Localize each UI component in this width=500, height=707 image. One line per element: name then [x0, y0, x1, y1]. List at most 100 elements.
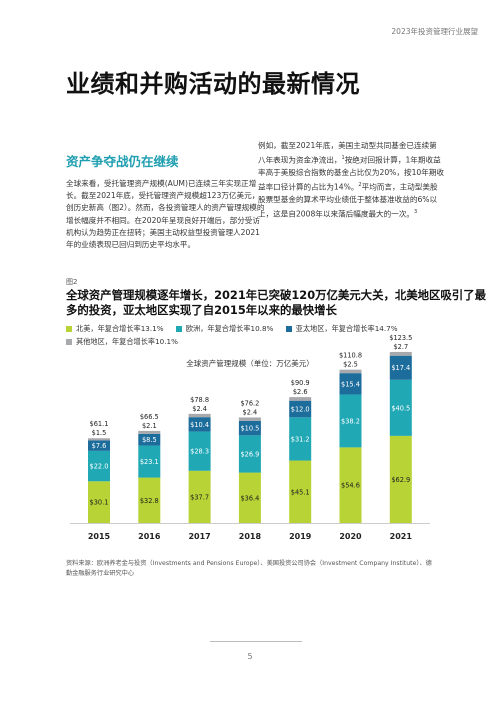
legend-label: 欧洲，年复合增长率10.8%: [185, 323, 274, 333]
x-tick-label: 2021: [390, 532, 413, 541]
figure-title: 全球资产管理规模逐年增长，2021年已突破120万亿美元大关，北美地区吸引了最多…: [66, 288, 486, 317]
bar-segment: [238, 417, 261, 421]
bar-segment: [289, 417, 312, 461]
data-label: $10.4: [190, 421, 209, 429]
data-label: $17.4: [391, 364, 410, 372]
footnote-ref-3: 3: [414, 209, 418, 216]
total-label: $90.9: [291, 379, 310, 387]
legend-label: 亚太地区，年复合增长率14.7%: [295, 323, 398, 333]
bar-segment: [289, 400, 312, 418]
x-tick-label: 2017: [188, 532, 210, 541]
total-label: $123.5: [389, 334, 412, 342]
body-text-left: 全球来看，受托管理资产规模(AUM)已连续三年实现正增长。截至2021年底，受托…: [66, 179, 265, 250]
bar-segment: [389, 379, 412, 436]
legend-swatch: [175, 325, 182, 332]
bar-segment: [339, 373, 362, 395]
page-title: 业绩和并购活动的最新情况: [66, 70, 360, 98]
legend-swatch: [66, 325, 72, 332]
data-label: $2.1: [142, 422, 157, 430]
bar-segment: [339, 447, 362, 523]
bar-segment: [88, 481, 110, 523]
bar-segment: [188, 413, 211, 418]
data-label: $1.5: [92, 429, 107, 437]
legend-item-europe: 欧洲，年复合增长率10.8%: [175, 322, 274, 335]
data-label: $26.9: [240, 450, 259, 458]
page-number: 5: [247, 652, 253, 661]
bar-segment: [238, 420, 261, 436]
data-label: $36.4: [240, 494, 259, 502]
data-label: $2.5: [343, 361, 358, 369]
body-text-right: 例如，截至2021年底，美国主动型共同基金已连续第八年表现为资金净流出，1按绝对…: [258, 140, 444, 221]
data-label: $32.8: [140, 497, 159, 505]
bar-segment: [138, 445, 161, 478]
stacked-bar-chart: $30.1 $22.0 $7.6 $1.5$61.1 2015 $32.8 $23.1 $8.…: [70, 334, 430, 541]
legend-swatch: [285, 325, 292, 332]
x-tick-label: 2019: [289, 532, 312, 541]
data-label: $2.6: [293, 388, 308, 396]
data-label: $28.3: [190, 448, 209, 456]
bar-segment: [88, 440, 110, 451]
bar-segment: [289, 460, 312, 523]
data-label: $30.1: [90, 499, 109, 507]
data-label: $45.1: [291, 488, 310, 496]
figure-label: 图2: [66, 278, 78, 286]
x-tick-label: 2015: [88, 532, 111, 541]
bar-segment: [238, 435, 261, 473]
footnote-ref-2: 2: [358, 182, 362, 189]
total-label: $76.2: [240, 399, 259, 407]
bar-segment: [188, 417, 211, 432]
legend-label: 北美，年复合增长率13.1%: [76, 323, 164, 333]
data-label: $8.5: [142, 436, 157, 444]
legend-item-asia-pacific: 亚太地区，年复合增长率14.7%: [285, 322, 398, 335]
data-label: $2.4: [192, 405, 207, 413]
legend-item-north-america: 北美，年复合增长率13.1%: [66, 322, 164, 335]
data-label: $15.4: [341, 380, 360, 388]
bar-segment: [389, 435, 412, 523]
body-text-right-part1: 例如，截至2021年底，美国主动型共同基金已连续第八年表现为资金净流出，: [258, 141, 437, 165]
data-label: $37.7: [190, 493, 209, 501]
data-label: $22.0: [90, 463, 109, 471]
data-label: $23.1: [140, 458, 159, 466]
total-label: $61.1: [90, 420, 109, 428]
body-text-right-part3: 平均而言，主动型美股股票型基金的算术平均业绩低于整体基准收益的6%以上，这是自2…: [258, 182, 438, 219]
bar-segment: [138, 430, 161, 434]
data-label: $10.5: [240, 425, 259, 433]
data-label: $54.6: [341, 482, 360, 490]
source-note: 资料来源：欧洲养老金与投资（Investments and Pensions E…: [66, 560, 432, 577]
bar-segment: [339, 394, 362, 448]
legend-item-other: 其他地区，年复合增长率10.1%: [66, 335, 178, 348]
x-tick-label: 2016: [138, 532, 161, 541]
data-label: $2.7: [393, 343, 408, 351]
bar-segment: [289, 397, 312, 401]
bar-segment: [339, 369, 362, 374]
bar-segment: [88, 438, 110, 441]
bar-segment: [188, 431, 211, 471]
footnote-ref-1: 1: [341, 155, 345, 162]
x-tick-label: 2020: [339, 532, 362, 541]
chart-legend: 北美，年复合增长率13.1% 欧洲，年复合增长率10.8% 亚太地区，年复合增长…: [66, 322, 446, 348]
x-tick-label: 2018: [239, 532, 262, 541]
legend-label: 其他地区，年复合增长率10.1%: [76, 336, 178, 346]
data-label: $7.6: [92, 442, 107, 450]
data-label: $62.9: [391, 476, 410, 484]
body-text-right-part2: 按绝对回报计算，1年期收益率高于美股综合指数的基金占比仅为20%，按10年期收益…: [258, 155, 445, 192]
data-label: $31.2: [291, 435, 310, 443]
bar-segment: [138, 433, 161, 446]
total-label: $110.8: [339, 352, 362, 360]
bar-segment: [88, 450, 110, 482]
bar-segment: [389, 355, 412, 380]
total-label: $78.8: [190, 396, 209, 404]
total-label: $66.5: [140, 413, 159, 421]
bar-segment: [389, 351, 412, 356]
data-label: $38.2: [341, 417, 360, 425]
section-heading: 资产争夺战仍在继续: [66, 154, 179, 169]
bar-segment: [138, 477, 161, 523]
report-title: 2023年投资管理行业展望: [391, 27, 478, 36]
bar-segment: [188, 470, 211, 523]
footer-divider: [210, 641, 302, 642]
data-label: $40.5: [391, 404, 410, 412]
data-label: $12.0: [291, 406, 310, 414]
bar-segment: [238, 472, 261, 523]
legend-swatch: [66, 338, 72, 345]
data-label: $2.4: [243, 408, 258, 416]
